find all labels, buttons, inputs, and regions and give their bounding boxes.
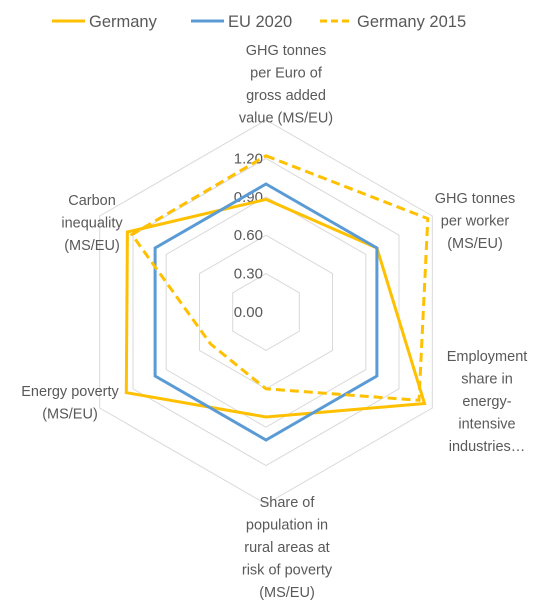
grid bbox=[99, 119, 433, 505]
legend-item: Germany bbox=[52, 13, 158, 31]
legend-label: Germany bbox=[89, 13, 158, 31]
tick-label: 0.30 bbox=[234, 266, 263, 283]
legend-label: EU 2020 bbox=[228, 13, 292, 31]
axis-label: Carbon inequality (MS/EU) bbox=[61, 193, 123, 254]
axis-label: GHG tonnes per worker (MS/EU) bbox=[435, 191, 516, 252]
legend: Germany EU 2020 Germany 2015 bbox=[52, 13, 466, 31]
gridline bbox=[199, 234, 333, 390]
tick-labels: 0.000.300.600.901.20 bbox=[234, 150, 263, 321]
gridline bbox=[165, 196, 367, 428]
tick-label: 0.00 bbox=[234, 304, 263, 321]
legend-label: Germany 2015 bbox=[357, 13, 466, 31]
legend-item: Germany 2015 bbox=[320, 13, 466, 31]
gridline bbox=[232, 273, 300, 351]
axis-labels: GHG tonnes per Euro of gross added value (M… bbox=[21, 43, 527, 601]
gridline bbox=[132, 157, 400, 467]
legend-item: EU 2020 bbox=[191, 13, 292, 31]
axis-label: Employment share in energy-intensive indust… bbox=[447, 349, 528, 455]
series-line-germany-2015 bbox=[129, 154, 430, 402]
axis-label: Share of population in rural areas at risk … bbox=[242, 495, 333, 601]
gridline bbox=[99, 119, 433, 505]
series bbox=[124, 154, 430, 442]
tick-label: 0.60 bbox=[234, 227, 263, 244]
series-line-eu-2020 bbox=[153, 182, 379, 442]
axis-label: Energy poverty (MS/EU) bbox=[21, 384, 119, 423]
axis-label: GHG tonnes per Euro of gross added value (M… bbox=[239, 43, 333, 127]
